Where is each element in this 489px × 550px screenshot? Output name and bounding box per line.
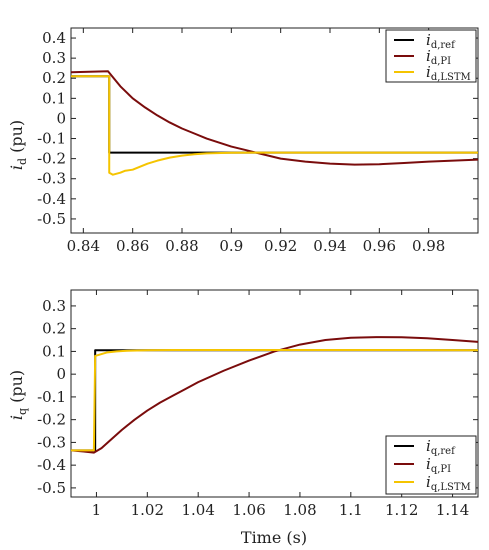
top-xtick-label: 0.84 (67, 237, 100, 255)
bottom-ylabel-sub: q (16, 408, 29, 415)
top-xtick-label: 0.94 (313, 237, 346, 255)
bottom-plot-iq: 1 1.02 1.04 1.06 1.08 1.1 1.12 1.14 0.3 0.2 0.1 0 -0… (7, 289, 479, 547)
bottom-plot-ticks: 1 1.02 1.04 1.06 1.08 1.1 1.12 1.14 0.3 0.2 0.1 0 -0… (37, 290, 478, 519)
top-legend-label: id,LSTM (426, 63, 471, 83)
top-plot-frame (70, 27, 479, 234)
top-ytick-label: 0.1 (42, 89, 66, 107)
bottom-ytick-label: 0.3 (42, 297, 66, 315)
top-ytick-label: -0.5 (37, 210, 66, 228)
bottom-xtick-label: 1.08 (283, 501, 316, 519)
bottom-plot-series (71, 336, 478, 454)
top-ytick-label: 0.3 (42, 49, 66, 67)
bottom-ytick-label: -0.4 (37, 456, 66, 474)
bottom-ytick-label: 0.1 (42, 342, 66, 360)
top-ylabel: id (pu) (7, 120, 29, 170)
bottom-ytick-label: 0 (56, 365, 66, 383)
top-ytick-label: 0.4 (42, 29, 66, 47)
top-xtick-label: 0.98 (412, 237, 445, 255)
top-xtick-label: 0.86 (116, 237, 149, 255)
bottom-xtick-label: 1.14 (436, 501, 469, 519)
top-xtick-label: 0.88 (165, 237, 198, 255)
top-plot-id: 0.84 0.86 0.88 0.9 0.92 0.94 0.96 0.98 0.4 0.3 0.2… (7, 27, 479, 255)
top-xtick-label: 0.92 (264, 237, 297, 255)
top-legend-label: id,PI (426, 47, 451, 67)
bottom-ylabel: iq (pu) (7, 370, 29, 420)
bottom-ylabel-main: i (7, 415, 26, 420)
top-series-line-d-pi (71, 70, 478, 166)
bottom-plot-frame (70, 289, 479, 498)
top-legend-label: id,ref (426, 31, 456, 51)
top-series-line-d-lstm (71, 75, 478, 176)
top-ylabel-unit: (pu) (7, 120, 26, 158)
top-ytick-label: -0.4 (37, 190, 66, 208)
top-ytick-label: -0.3 (37, 170, 66, 188)
top-ytick-label: 0.2 (42, 69, 66, 87)
bottom-xtick-label: 1.02 (131, 501, 164, 519)
bottom-legend-label: iq,LSTM (426, 473, 471, 493)
bottom-legend-label: iq,PI (426, 455, 451, 475)
bottom-xtick-label: 1.06 (232, 501, 265, 519)
bottom-xtick-label: 1.1 (339, 501, 363, 519)
top-ytick-label: 0 (56, 109, 66, 127)
top-xtick-label: 0.9 (219, 237, 243, 255)
bottom-xtick-label: 1.12 (385, 501, 418, 519)
top-ytick-label: -0.2 (37, 150, 66, 168)
top-ylabel-main: i (7, 165, 26, 170)
top-ytick-label: -0.1 (37, 130, 66, 148)
bottom-ytick-label: -0.3 (37, 433, 66, 451)
bottom-series-line-q-pi (71, 336, 478, 454)
bottom-series-line-q-ref (71, 349, 478, 452)
bottom-ytick-label: 0.2 (42, 320, 66, 338)
bottom-xtick-label: 1.04 (181, 501, 214, 519)
top-ylabel-sub: d (16, 158, 29, 165)
top-plot-series (71, 70, 478, 176)
bottom-ylabel-unit: (pu) (7, 370, 26, 408)
top-series-line-d-ref (71, 75, 478, 154)
bottom-xlabel: Time (s) (241, 528, 307, 547)
bottom-legend-label: iq,ref (426, 437, 456, 457)
top-xtick-label: 0.96 (363, 237, 396, 255)
bottom-ytick-label: -0.2 (37, 411, 66, 429)
top-plot-ticks: 0.84 0.86 0.88 0.9 0.92 0.94 0.96 0.98 0.4 0.3 0.2… (37, 28, 478, 255)
bottom-ytick-label: -0.1 (37, 388, 66, 406)
bottom-ytick-label: -0.5 (37, 479, 66, 497)
bottom-xtick-label: 1 (92, 501, 102, 519)
bottom-series-line-q-lstm (71, 349, 478, 452)
